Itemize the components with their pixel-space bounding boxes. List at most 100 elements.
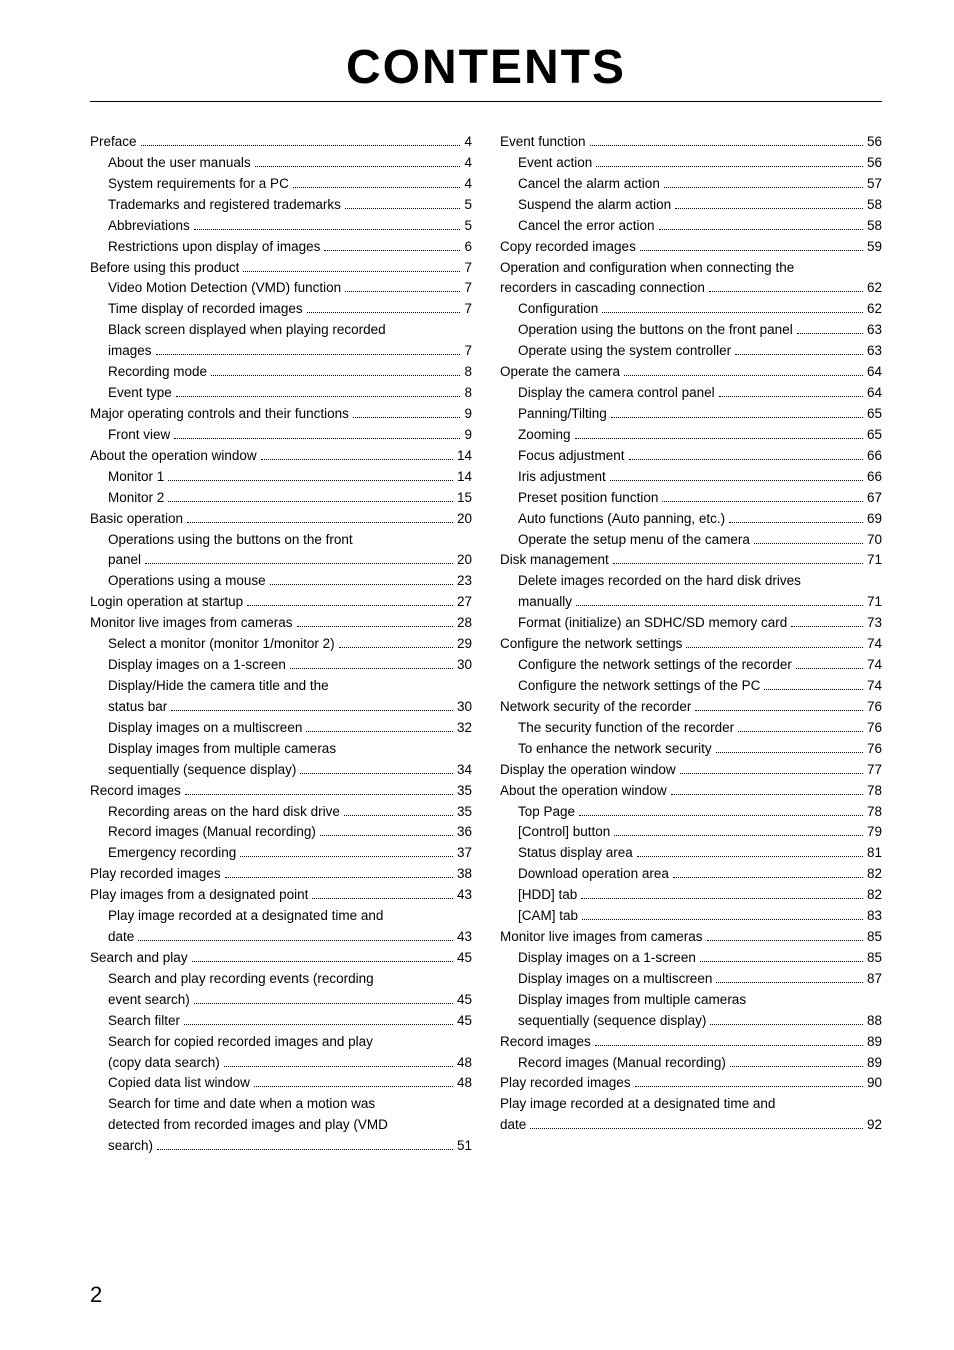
toc-entry: status bar30 — [90, 697, 472, 718]
toc-leader-dots — [581, 890, 863, 899]
toc-leader-dots — [613, 555, 863, 564]
toc-entry-page: 58 — [867, 195, 882, 216]
toc-entry-page: 66 — [867, 467, 882, 488]
toc-entry-label: [Control] button — [518, 822, 610, 843]
toc-entry-page: 62 — [867, 299, 882, 320]
toc-entry-label: Search for time and date when a motion w… — [108, 1094, 375, 1115]
toc-entry: About the operation window14 — [90, 446, 472, 467]
toc-leader-dots — [675, 199, 863, 208]
toc-entry-label: Operate the setup menu of the camera — [518, 530, 750, 551]
toc-entry: Display the operation window77 — [500, 760, 882, 781]
toc-leader-dots — [194, 220, 461, 229]
toc-entry: (copy data search)48 — [90, 1053, 472, 1074]
toc-entry-page: 5 — [464, 216, 472, 237]
toc-entry-page: 51 — [457, 1136, 472, 1157]
toc-leader-dots — [306, 722, 453, 731]
toc-leader-dots — [138, 932, 453, 941]
toc-entry: Display images from multiple cameras — [90, 739, 472, 760]
toc-leader-dots — [324, 241, 460, 250]
toc-entry: Event function56 — [500, 132, 882, 153]
toc-entry-page: 92 — [867, 1115, 882, 1136]
toc-entry: Configure the network settings 74 — [500, 634, 882, 655]
toc-leader-dots — [576, 597, 863, 606]
toc-leader-dots — [662, 492, 863, 501]
toc-entry-page: 56 — [867, 132, 882, 153]
toc-entry: Play recorded images90 — [500, 1073, 882, 1094]
toc-leader-dots — [168, 471, 453, 480]
toc-entry: Top Page78 — [500, 802, 882, 823]
toc-entry: Restrictions upon display of images6 — [90, 237, 472, 258]
toc-entry: detected from recorded images and play (… — [90, 1115, 472, 1136]
toc-entry: Event type8 — [90, 383, 472, 404]
toc-entry-page: 8 — [464, 383, 472, 404]
toc-entry-label: Configuration — [518, 299, 598, 320]
toc-entry-label: Play recorded images — [90, 864, 221, 885]
toc-entry-page: 88 — [867, 1011, 882, 1032]
toc-leader-dots — [680, 764, 863, 773]
toc-entry: manually71 — [500, 592, 882, 613]
toc-leader-dots — [624, 367, 863, 376]
toc-entry-page: 69 — [867, 509, 882, 530]
toc-entry: recorders in cascading connection62 — [500, 278, 882, 299]
toc-entry: Video Motion Detection (VMD) function7 — [90, 278, 472, 299]
toc-entry-page: 74 — [867, 634, 882, 655]
toc-entry: Iris adjustment66 — [500, 467, 882, 488]
toc-entry: Before using this product7 — [90, 258, 472, 279]
toc-entry-label: Major operating controls and their funct… — [90, 404, 349, 425]
toc-columns: Preface4About the user manuals4System re… — [90, 132, 882, 1157]
toc-leader-dots — [700, 953, 863, 962]
toc-entry-label: Monitor 1 — [108, 467, 164, 488]
toc-leader-dots — [595, 1036, 863, 1045]
toc-entry-label: Select a monitor (monitor 1/monitor 2) — [108, 634, 335, 655]
toc-entry-page: 29 — [457, 634, 472, 655]
toc-entry: Recording areas on the hard disk drive35 — [90, 802, 472, 823]
toc-entry-label: Play images from a designated point — [90, 885, 308, 906]
toc-entry-label: Search and play recording events (record… — [108, 969, 374, 990]
toc-entry: Display images on a multiscreen32 — [90, 718, 472, 739]
toc-entry-label: Status display area — [518, 843, 633, 864]
toc-entry-label: Play image recorded at a designated time… — [108, 906, 383, 927]
toc-leader-dots — [671, 785, 863, 794]
toc-entry-page: 63 — [867, 320, 882, 341]
toc-leader-dots — [345, 283, 460, 292]
toc-leader-dots — [243, 262, 460, 271]
toc-entry-label: Play recorded images — [500, 1073, 631, 1094]
toc-entry-page: 71 — [867, 550, 882, 571]
toc-entry-page: 87 — [867, 969, 882, 990]
toc-entry-label: Operate using the system controller — [518, 341, 731, 362]
toc-entry-label: (copy data search) — [108, 1053, 220, 1074]
toc-entry-page: 8 — [464, 362, 472, 383]
toc-leader-dots — [729, 513, 863, 522]
toc-entry-label: Suspend the alarm action — [518, 195, 671, 216]
toc-leader-dots — [156, 346, 461, 355]
toc-entry-label: date — [108, 927, 134, 948]
toc-entry-label: sequentially (sequence display) — [108, 760, 296, 781]
toc-entry-page: 15 — [457, 488, 472, 509]
toc-entry-label: Event action — [518, 153, 592, 174]
toc-entry-page: 27 — [457, 592, 472, 613]
toc-leader-dots — [157, 1141, 453, 1150]
toc-leader-dots — [141, 137, 461, 146]
toc-entry: Display images on a 1-screen85 — [500, 948, 882, 969]
toc-entry: Event action56 — [500, 153, 882, 174]
toc-entry-label: Configure the network settings — [500, 634, 682, 655]
toc-entry-label: Black screen displayed when playing reco… — [108, 320, 386, 341]
toc-entry-label: Operations using the buttons on the fron… — [108, 530, 353, 551]
toc-entry: Cancel the error action58 — [500, 216, 882, 237]
toc-entry-page: 63 — [867, 341, 882, 362]
toc-entry-label: System requirements for a PC — [108, 174, 289, 195]
toc-entry-label: Front view — [108, 425, 170, 446]
toc-leader-dots — [673, 869, 863, 878]
toc-entry-label: Basic operation — [90, 509, 183, 530]
toc-entry: Abbreviations5 — [90, 216, 472, 237]
toc-leader-dots — [640, 241, 863, 250]
toc-entry-label: Operation using the buttons on the front… — [518, 320, 793, 341]
toc-entry-label: Video Motion Detection (VMD) function — [108, 278, 341, 299]
toc-entry-label: About the user manuals — [108, 153, 251, 174]
toc-entry: Auto functions (Auto panning, etc.)69 — [500, 509, 882, 530]
toc-entry-page: 74 — [867, 676, 882, 697]
toc-leader-dots — [797, 325, 863, 334]
toc-entry-page: 4 — [464, 153, 472, 174]
toc-leader-dots — [211, 367, 460, 376]
toc-entry-page: 4 — [464, 132, 472, 153]
